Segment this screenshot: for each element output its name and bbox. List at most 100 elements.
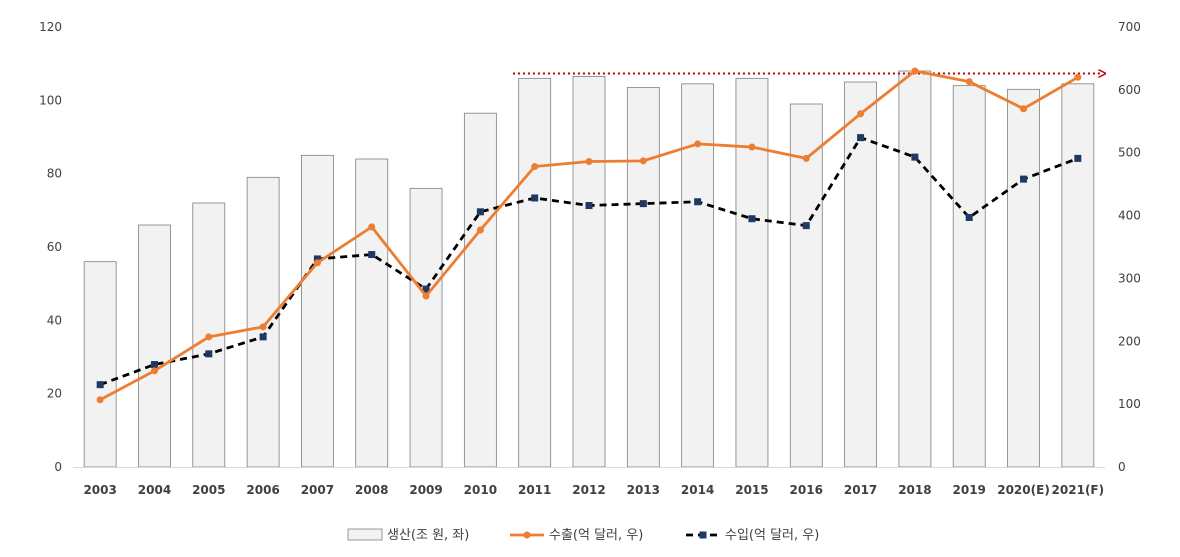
x-tick-label: 2008 [355,483,388,497]
bar-2010 [463,112,497,468]
import-point-2005 [205,350,213,358]
bar-2016 [789,103,823,468]
import-point-2003 [96,381,104,389]
x-tick-label: 2009 [409,483,442,497]
left-axis: 0 20 40 60 80 100 120 [39,20,62,474]
bar-2011 [518,77,552,468]
import-point-2007 [313,255,321,263]
right-axis-tick-label: 400 [1118,209,1141,223]
series-lines [96,67,1082,404]
x-tick-label: 2010 [464,483,497,497]
legend-marker-import [699,531,707,539]
export-point-2021(F) [1074,73,1082,81]
bar-2017 [844,81,877,468]
export-point-2007 [313,259,321,267]
legend-label-export: 수출(억 달러, 우) [549,528,643,543]
import-point-2004 [150,361,158,369]
x-tick-label: 2021(F) [1052,483,1105,497]
bar-2003 [83,261,117,468]
bar-2009 [409,187,443,468]
export-point-2016 [802,154,810,162]
export-point-2019 [965,78,973,86]
export-point-2018 [911,67,919,75]
import-point-2020(E) [1020,175,1028,183]
import-point-2014 [694,198,702,206]
export-point-2013 [639,157,647,165]
production-bars [83,70,1095,468]
x-tick-label: 2007 [301,483,334,497]
bar-2020(E) [1007,88,1040,468]
right-axis-tick-label: 300 [1118,271,1141,285]
legend: 생산(조 원, 좌) 수출(억 달러, 우) 수입(억 달러, 우) [347,528,819,543]
bar-2008 [355,158,389,468]
export-point-2020(E) [1020,105,1028,113]
import-point-2010 [476,208,484,216]
legend-label-import: 수입(억 달러, 우) [725,528,819,543]
right-axis-tick-label: 700 [1118,20,1141,34]
x-axis: 2003 2004 2005 2006 2007 2008 2009 2010 2011 2012… [73,467,1105,497]
right-axis: 0 100 200 300 400 500 600 700 [1118,20,1141,474]
bar-2007 [301,154,334,468]
export-point-2009 [422,292,430,300]
export-point-2015 [748,143,756,151]
export-point-2011 [531,163,539,171]
left-axis-tick-label: 120 [39,20,62,34]
import-point-2012 [585,202,593,210]
export-point-2012 [585,158,593,166]
import-point-2008 [368,251,376,259]
import-point-2018 [911,153,919,161]
export-point-2003 [96,396,104,404]
export-point-2014 [694,140,702,148]
x-tick-label: 2012 [572,483,605,497]
x-tick-label: 2015 [735,483,768,497]
import-point-2015 [748,215,756,223]
bar-2013 [626,87,660,468]
legend-swatch-production [347,528,383,541]
export-point-2008 [368,223,376,231]
left-axis-tick-label: 100 [39,93,62,107]
x-tick-label: 2019 [953,483,986,497]
export-point-2004 [150,367,158,375]
x-tick-label: 2011 [518,483,551,497]
x-tick-label: 2005 [192,483,225,497]
import-point-2019 [965,213,973,221]
x-tick-label: 2006 [246,483,279,497]
left-axis-tick-label: 20 [47,387,62,401]
export-point-2017 [857,110,865,118]
import-point-2006 [259,333,267,341]
import-point-2016 [802,222,810,230]
x-tick-label: 2018 [898,483,931,497]
legend-label-production: 생산(조 원, 좌) [387,528,469,543]
export-point-2006 [259,323,267,331]
right-axis-tick-label: 0 [1118,460,1126,474]
export-point-2005 [205,333,213,341]
x-tick-label: 2003 [83,483,116,497]
import-point-2009 [422,285,430,293]
right-axis-tick-label: 500 [1118,146,1141,160]
x-tick-label: 2014 [681,483,714,497]
export-point-2010 [476,226,484,234]
x-tick-label: 2004 [138,483,171,497]
bar-2021(F) [1061,83,1095,468]
right-axis-tick-label: 100 [1118,397,1141,411]
right-axis-tick-label: 600 [1118,83,1141,97]
left-axis-tick-label: 80 [47,167,62,181]
left-axis-tick-label: 60 [47,240,62,254]
bar-2018 [898,70,932,468]
bar-2019 [952,85,986,468]
x-tick-label: 2013 [627,483,660,497]
x-tick-label: 2017 [844,483,877,497]
right-axis-tick-label: 200 [1118,334,1141,348]
import-point-2021(F) [1074,154,1082,162]
left-axis-tick-label: 40 [47,313,62,327]
bar-2006 [246,176,280,468]
import-point-2011 [531,194,539,202]
bar-2004 [138,224,171,468]
left-axis-tick-label: 0 [54,460,62,474]
import-point-2013 [639,200,647,208]
legend-marker-export [523,531,531,539]
bar-2012 [572,76,606,468]
x-tick-label: 2016 [790,483,823,497]
import-point-2017 [857,134,865,142]
